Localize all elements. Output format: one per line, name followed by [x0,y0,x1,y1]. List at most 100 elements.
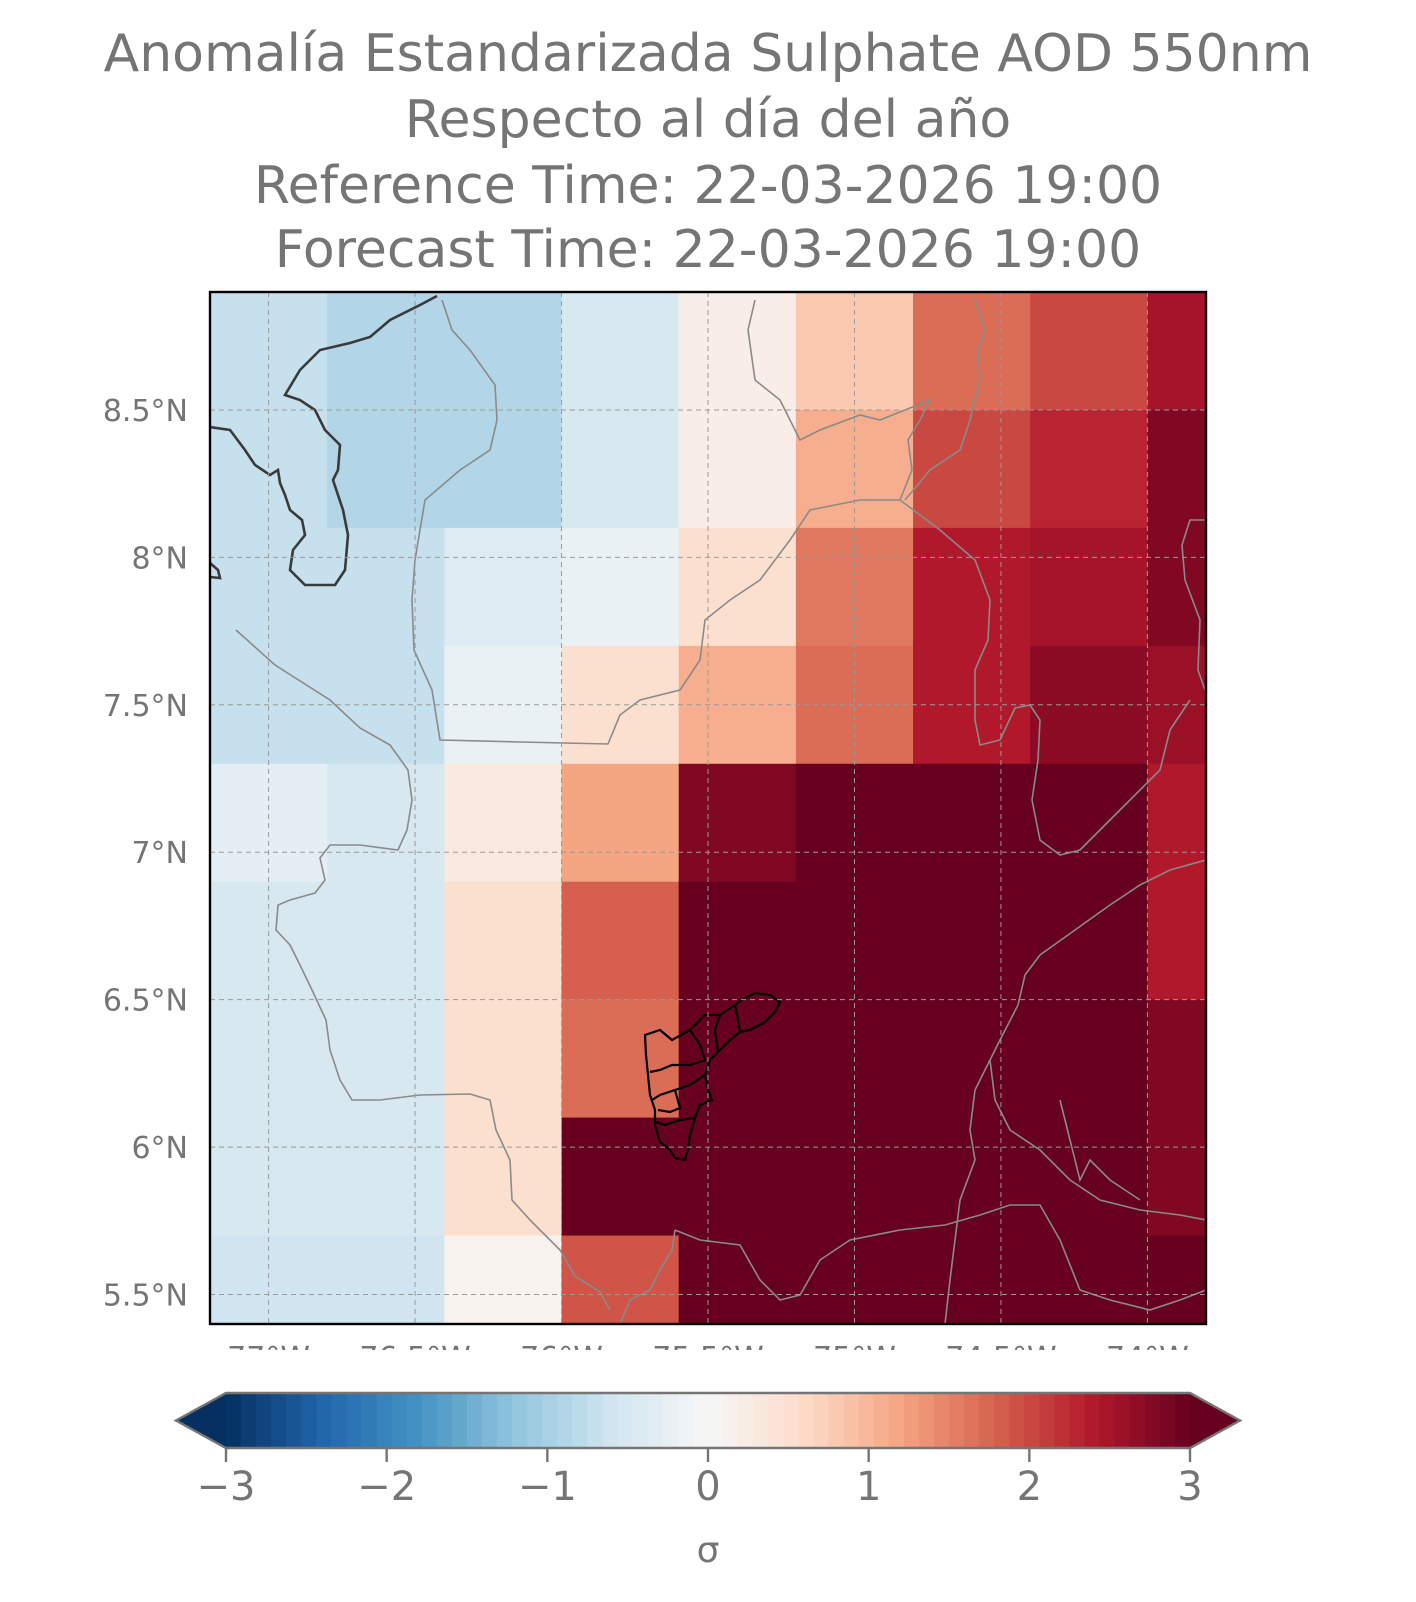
grid-cell [678,527,797,647]
grid-cell [444,1117,563,1237]
border-panama-colombia [235,629,611,1311]
grid-cell [1147,1235,1206,1324]
longitude-tick-label: 75°W [813,1341,896,1350]
colorbar-segment [286,1393,302,1448]
colorbar-segment [497,1393,513,1448]
grid-cell [444,999,563,1119]
grid-cell [913,1117,1031,1237]
municipality-inner-1 [649,1029,707,1074]
colorbar-segment [316,1393,333,1448]
colorbar-segment [813,1393,830,1448]
colorbar-segment [1039,1393,1056,1448]
grid-cell [327,527,445,647]
grid-cell [444,763,563,883]
anomaly-grid [210,292,1206,1324]
grid-cell [1030,527,1149,647]
grid-cell [561,1235,680,1324]
colorbar-segment [451,1393,468,1448]
colorbar-segment [301,1393,317,1448]
map-frame [208,290,1208,1326]
grid-cell [561,292,680,411]
graticule [210,292,1206,1324]
colorbar-segment [964,1393,980,1448]
colorbar-gradient [176,1393,1240,1448]
coastline [210,294,438,587]
municipality-borders [643,991,782,1162]
colorbar-segment [1159,1393,1176,1448]
grid-cell [913,999,1031,1119]
colorbar-segment [933,1393,950,1448]
latitude-tick-label: 8°N [131,541,188,576]
municipality-inner-2 [713,1014,722,1053]
colorbar-segment [226,1393,242,1448]
colorbar-segment [1069,1393,1086,1448]
grid-cell [561,881,680,1001]
colorbar-extend-high [1190,1393,1240,1448]
grid-cell [1030,881,1149,1001]
border-dept-5 [989,859,1206,1221]
grid-cell [444,292,563,411]
longitude-tick-label: 77°W [227,1341,310,1350]
colorbar-segment [542,1393,558,1448]
grid-cell [327,1235,445,1324]
grid-cell [678,409,797,529]
colorbar-segment [406,1393,423,1448]
colorbar-segment [647,1393,664,1448]
grid-cell [913,763,1031,883]
longitude-tick-label: 74°W [1106,1341,1189,1350]
colorbar-ticks: −3 −2 −1 0 1 2 3 [197,1448,1203,1510]
colorbar-segment [512,1393,528,1448]
border-dept-7 [674,1204,1206,1311]
grid-cell [561,1117,680,1237]
grid-cell [1030,292,1149,411]
coastline-islet [210,562,222,580]
longitude-tick-labels: 77°W 76.5°W 76°W 75.5°W 75°W 74.5°W 74°W [227,1341,1189,1350]
longitude-tick-label: 76°W [520,1341,603,1350]
grid-cell [1147,999,1206,1119]
colorbar-segment [482,1393,498,1448]
colorbar-segment [994,1393,1010,1448]
colorbar-segment [241,1393,257,1448]
grid-cell [327,763,445,883]
grid-cell [1030,999,1149,1119]
colorbar-segment [527,1393,543,1448]
border-dept-6 [944,1059,991,1324]
grid-cell [678,881,797,1001]
border-dept-9 [619,1229,676,1324]
grid-cell [561,527,680,647]
grid-cell [1030,409,1149,529]
grid-cell [678,763,797,883]
border-dept-1 [411,299,932,745]
municipality-inner-5 [657,1089,682,1114]
colorbar-segment [979,1393,995,1448]
grid-cell [913,409,1031,529]
latitude-tick-label: 5.5°N [103,1279,188,1314]
colorbar-segment [467,1393,483,1448]
colorbar-segment [873,1393,890,1448]
colorbar-segment [949,1393,965,1448]
colorbar-segment [361,1393,378,1448]
grid-cell [1147,292,1206,411]
colorbar-tick-label: 2 [1017,1464,1042,1510]
border-dept-4 [1181,519,1206,691]
grid-cell [678,1235,797,1324]
latitude-tick-label: 7°N [131,836,188,871]
colorbar-segment [1009,1393,1025,1448]
colorbar-segment [843,1393,860,1448]
colorbar-segment [602,1393,619,1448]
longitude-tick-label: 74.5°W [945,1341,1056,1350]
colorbar-outline [173,1391,1243,1450]
colorbar-segment [1174,1393,1191,1448]
grid-cell [444,1235,563,1324]
colorbar-segment [662,1393,679,1448]
colorbar-segment [1099,1393,1116,1448]
grid-cell [327,999,445,1119]
grid-cell [913,292,1031,411]
colorbar-segment [798,1393,815,1448]
colorbar-label: σ [697,1530,720,1571]
grid-cell [1030,1235,1149,1324]
colorbar-segment [587,1393,604,1448]
colorbar-extend-low [176,1393,226,1448]
colorbar-segment [1129,1393,1146,1448]
colorbar-segment [557,1393,574,1448]
